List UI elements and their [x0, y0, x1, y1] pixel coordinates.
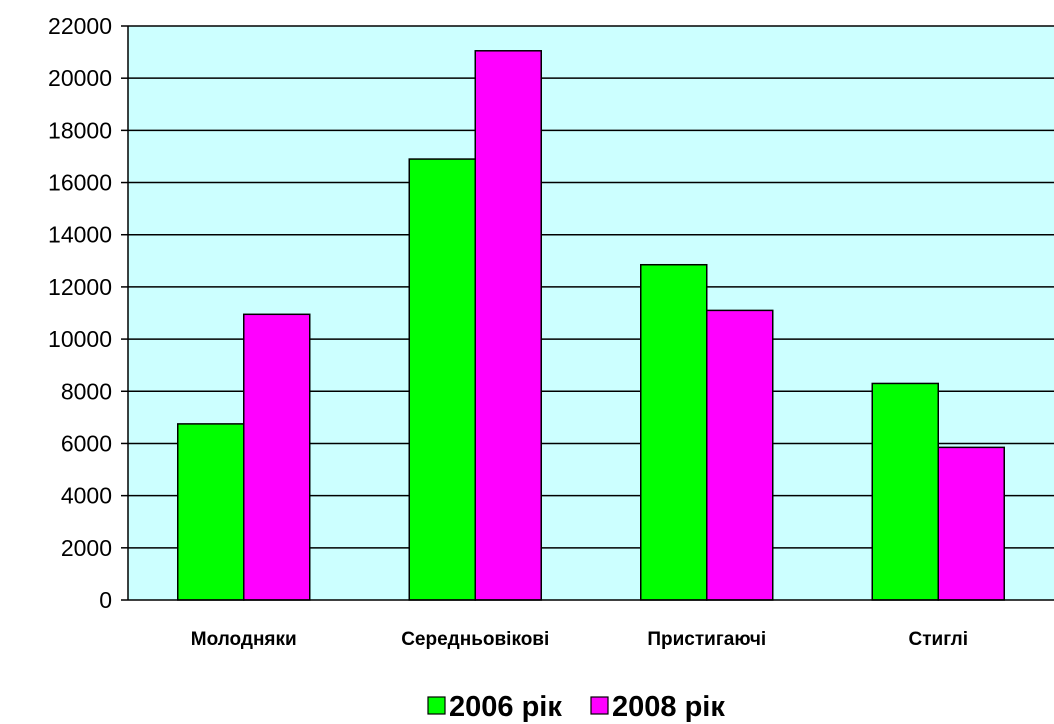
- y-tick-label: 10000: [48, 326, 112, 352]
- y-tick-label: 0: [99, 587, 112, 613]
- legend: 2006 рік 2008 рік: [427, 691, 725, 723]
- x-tick-label: Стиглі: [909, 629, 969, 650]
- x-tick-label: Середньовікові: [401, 629, 549, 650]
- y-tick-label: 2000: [61, 535, 112, 561]
- y-tick-label: 22000: [48, 13, 112, 39]
- x-tick-label: Пристигаючі: [647, 629, 766, 650]
- y-tick-label: 18000: [48, 117, 112, 143]
- legend-swatch: [590, 696, 609, 715]
- x-tick-label: Молодняки: [191, 629, 297, 650]
- legend-label: 2008 рік: [612, 691, 725, 723]
- bar-series1-2: [640, 263, 708, 601]
- x-tick-labels: Молодняки Середньовікові Пристигаючі Стиглі: [191, 629, 968, 650]
- y-tick-labels: 0 2000 4000 6000 8000 10000 12000 14000 16000 180…: [48, 13, 112, 613]
- legend-label: 2006 рік: [449, 691, 562, 723]
- bar-series1-3: [871, 382, 939, 601]
- y-tick-label: 8000: [61, 378, 112, 404]
- legend-swatch: [427, 696, 446, 715]
- bar-series2-0: [243, 313, 311, 601]
- y-tick-label: 6000: [61, 430, 112, 456]
- bar-series1-1: [408, 158, 476, 601]
- y-tick-label: 12000: [48, 274, 112, 300]
- y-tick-label: 14000: [48, 222, 112, 248]
- bar-series2-1: [474, 50, 542, 601]
- bar-series1-0: [177, 423, 245, 601]
- bar-series2-3: [937, 446, 1005, 601]
- y-tick-label: 20000: [48, 65, 112, 91]
- y-tick-label: 4000: [61, 483, 112, 509]
- bar-series2-2: [706, 309, 774, 601]
- y-tick-label: 16000: [48, 170, 112, 196]
